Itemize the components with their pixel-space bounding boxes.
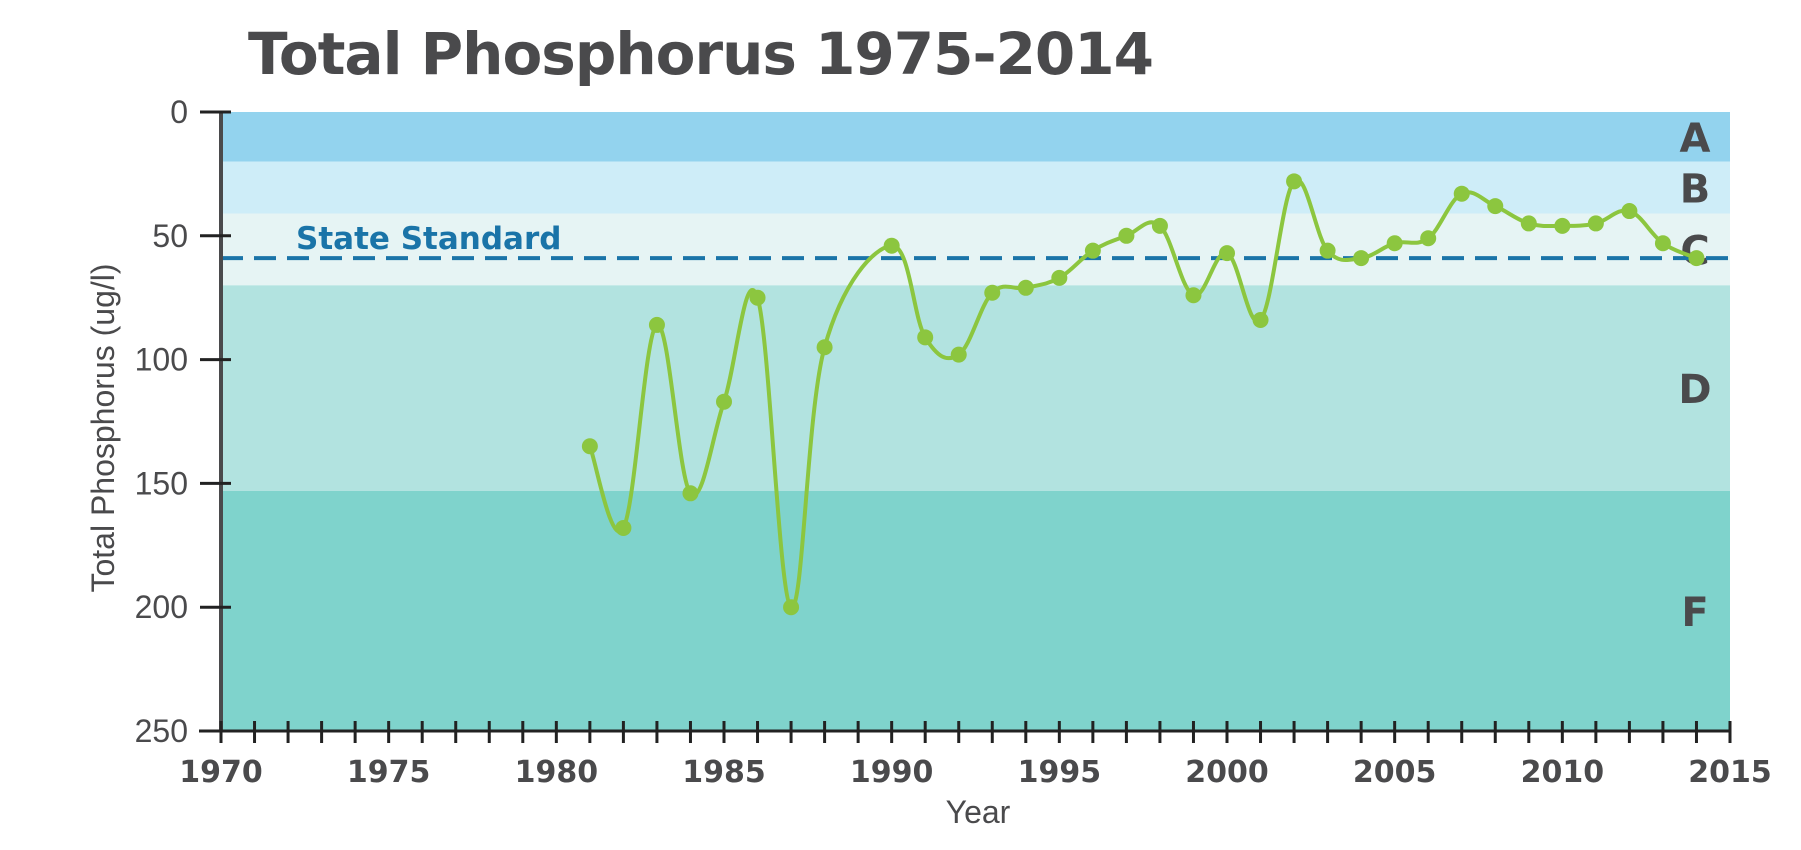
y-tick-label: 250 bbox=[135, 713, 188, 749]
data-point bbox=[1185, 287, 1202, 304]
data-point bbox=[1453, 185, 1470, 202]
data-point bbox=[1520, 215, 1537, 232]
data-point bbox=[1286, 173, 1303, 190]
x-tick-label: 2005 bbox=[1353, 755, 1437, 790]
data-point bbox=[816, 339, 833, 356]
band-label-a: A bbox=[1680, 116, 1711, 162]
data-point bbox=[1051, 269, 1068, 286]
data-point bbox=[1219, 245, 1235, 262]
x-axis-label: Year bbox=[946, 794, 1011, 830]
data-point bbox=[1420, 230, 1437, 247]
data-point bbox=[1084, 242, 1101, 259]
band-d bbox=[221, 285, 1730, 491]
data-point bbox=[917, 329, 934, 346]
data-point bbox=[1621, 203, 1638, 220]
y-tick-label: 200 bbox=[135, 589, 188, 625]
state-standard-label: State Standard bbox=[296, 221, 561, 257]
data-point bbox=[783, 599, 800, 616]
x-tick-label: 2015 bbox=[1688, 755, 1772, 790]
x-tick-label: 1980 bbox=[515, 755, 599, 790]
data-point bbox=[1017, 279, 1034, 296]
band-c bbox=[221, 213, 1730, 286]
data-point bbox=[648, 316, 665, 333]
y-tick-label: 50 bbox=[152, 218, 188, 254]
y-axis-label: Total Phosphorus (ug/l) bbox=[85, 263, 121, 592]
band-f bbox=[221, 490, 1730, 731]
y-tick-label: 100 bbox=[135, 342, 188, 378]
data-point bbox=[1319, 242, 1336, 259]
band-a bbox=[221, 112, 1730, 162]
data-point bbox=[1151, 217, 1168, 234]
x-tick-label: 1970 bbox=[179, 755, 263, 790]
band-label-d: D bbox=[1678, 367, 1711, 413]
band-label-f: F bbox=[1681, 590, 1708, 636]
data-point bbox=[716, 393, 732, 410]
data-point bbox=[1654, 235, 1671, 252]
data-point bbox=[1252, 311, 1269, 328]
data-point bbox=[1587, 215, 1604, 232]
data-point bbox=[1118, 227, 1135, 244]
data-point bbox=[1353, 250, 1370, 267]
data-point bbox=[1688, 250, 1705, 267]
data-point bbox=[749, 289, 766, 306]
data-point bbox=[1554, 217, 1571, 234]
x-tick-label: 2000 bbox=[1185, 755, 1269, 790]
band-b bbox=[221, 161, 1730, 214]
x-tick-label: 1995 bbox=[1018, 755, 1102, 790]
x-tick-label: 1975 bbox=[347, 755, 431, 790]
band-label-b: B bbox=[1680, 167, 1711, 213]
data-point bbox=[581, 438, 598, 455]
data-point bbox=[883, 237, 900, 254]
grade-bands: ABCDF bbox=[221, 112, 1730, 731]
data-point bbox=[950, 346, 967, 363]
chart-title: Total Phosphorus 1975-2014 bbox=[248, 20, 1153, 88]
data-point bbox=[1487, 198, 1504, 215]
x-tick-label: 2010 bbox=[1521, 755, 1605, 790]
data-point bbox=[984, 284, 1001, 301]
y-tick-label: 0 bbox=[170, 94, 188, 130]
data-point bbox=[615, 519, 632, 536]
axes: 0 50 100 150 200 250 1970 1975 1980 1985 1990 1995 2… bbox=[135, 94, 1772, 790]
y-tick-label: 150 bbox=[135, 465, 188, 501]
x-tick-label: 1990 bbox=[850, 755, 934, 790]
x-tick-label: 1985 bbox=[682, 755, 766, 790]
series-points bbox=[581, 173, 1705, 616]
data-point bbox=[1386, 235, 1403, 252]
data-point bbox=[682, 485, 699, 502]
